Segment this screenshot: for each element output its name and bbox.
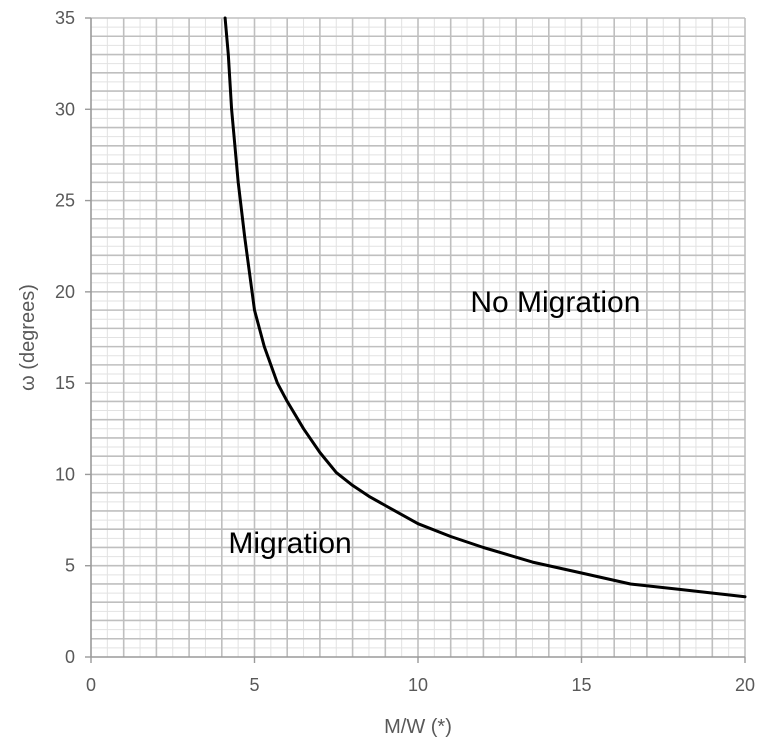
x-tick-label: 0 bbox=[86, 675, 96, 695]
y-tick-label: 25 bbox=[55, 191, 75, 211]
x-tick-labels: 0 5 10 15 20 bbox=[86, 657, 755, 695]
annotations: No Migration Migration bbox=[228, 286, 640, 560]
y-tick-label: 5 bbox=[65, 556, 75, 576]
region-label: No Migration bbox=[470, 286, 640, 319]
y-tick-label: 30 bbox=[55, 99, 75, 119]
region-label: Migration bbox=[228, 527, 351, 560]
x-tick-label: 5 bbox=[249, 675, 259, 695]
major-gridlines bbox=[91, 17, 746, 657]
y-tick-label: 15 bbox=[55, 373, 75, 393]
x-tick-label: 20 bbox=[735, 675, 755, 695]
series-layer bbox=[223, 16, 747, 599]
boundary-curve-line bbox=[223, 16, 747, 599]
y-tick-labels: 0 5 10 15 20 25 30 35 bbox=[55, 8, 91, 667]
y-tick-label: 0 bbox=[65, 647, 75, 667]
y-axis-title: ω (degrees) bbox=[17, 284, 39, 391]
y-tick-label: 10 bbox=[55, 464, 75, 484]
x-tick-label: 15 bbox=[571, 675, 591, 695]
y-tick-label: 20 bbox=[55, 282, 75, 302]
x-axis-title: M/W (*) bbox=[384, 716, 452, 738]
x-tick-label: 10 bbox=[408, 675, 428, 695]
y-tick-label: 35 bbox=[55, 8, 75, 28]
